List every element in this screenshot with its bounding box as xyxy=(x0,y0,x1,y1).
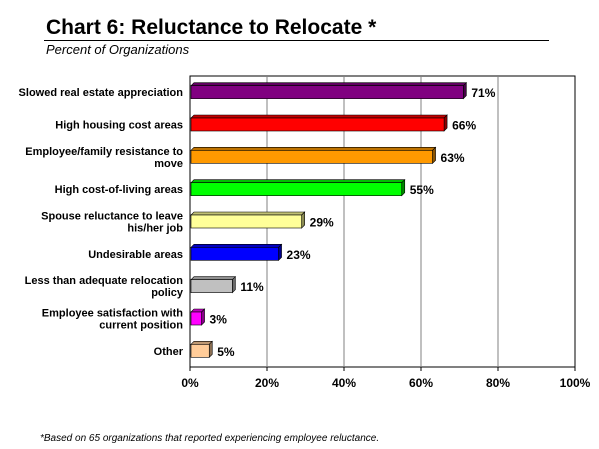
value-label: 23% xyxy=(287,248,311,262)
x-tick-label: 40% xyxy=(332,376,356,390)
x-tick-label: 100% xyxy=(560,376,591,390)
bar-top xyxy=(190,211,306,216)
bar-side xyxy=(278,243,282,262)
value-label: 11% xyxy=(240,280,264,294)
bar-side xyxy=(201,308,205,326)
category-label: Spouse reluctance to leave his/her job xyxy=(41,211,183,235)
bar xyxy=(190,150,433,164)
bar-side xyxy=(401,178,406,197)
bar-top xyxy=(190,341,213,345)
bar xyxy=(190,247,279,261)
x-tick-label: 80% xyxy=(486,376,510,390)
bar-top xyxy=(190,114,448,119)
bar-top xyxy=(190,147,437,151)
category-label: Undesirable areas xyxy=(88,249,183,261)
category-label: Employee satisfaction with current positi… xyxy=(42,308,183,332)
x-tick-label: 60% xyxy=(409,376,433,390)
bar xyxy=(190,85,464,99)
value-label: 71% xyxy=(471,86,495,100)
chart-footnote: *Based on 65 organizations that reported… xyxy=(40,433,380,444)
category-label: Less than adequate relocation policy xyxy=(25,275,184,299)
bar-side xyxy=(301,211,305,229)
x-tick-label: 0% xyxy=(181,376,199,390)
x-tick-label: 20% xyxy=(255,376,279,390)
value-label: 66% xyxy=(452,119,476,133)
category-label: Slowed real estate appreciation xyxy=(19,87,184,99)
category-label: High housing cost areas xyxy=(55,120,183,132)
bar-side xyxy=(232,275,236,294)
bar-top xyxy=(190,82,468,86)
value-label: 55% xyxy=(410,183,434,197)
value-label: 63% xyxy=(441,151,465,165)
value-label: 29% xyxy=(310,216,334,230)
category-label: Other xyxy=(154,346,184,358)
value-label: 5% xyxy=(217,345,235,359)
bar xyxy=(190,214,302,229)
category-label: Employee/family resistance to move xyxy=(25,146,183,170)
bar-side xyxy=(432,146,436,165)
bar xyxy=(190,182,403,196)
bar xyxy=(190,279,233,293)
bar xyxy=(190,344,210,358)
bar-side xyxy=(463,81,467,100)
chart-title: Chart 6: Reluctance to Relocate * xyxy=(46,16,377,39)
bar-side xyxy=(443,114,448,132)
bar xyxy=(190,311,202,326)
bar-side xyxy=(208,340,213,359)
bar-top xyxy=(190,276,237,280)
bar-top xyxy=(190,244,283,248)
bar xyxy=(190,117,445,132)
title-rule xyxy=(44,40,549,41)
category-label: High cost-of-living areas xyxy=(55,184,183,196)
value-label: 3% xyxy=(210,313,228,327)
chart-subtitle: Percent of Organizations xyxy=(46,42,190,57)
bar-top xyxy=(190,179,406,183)
